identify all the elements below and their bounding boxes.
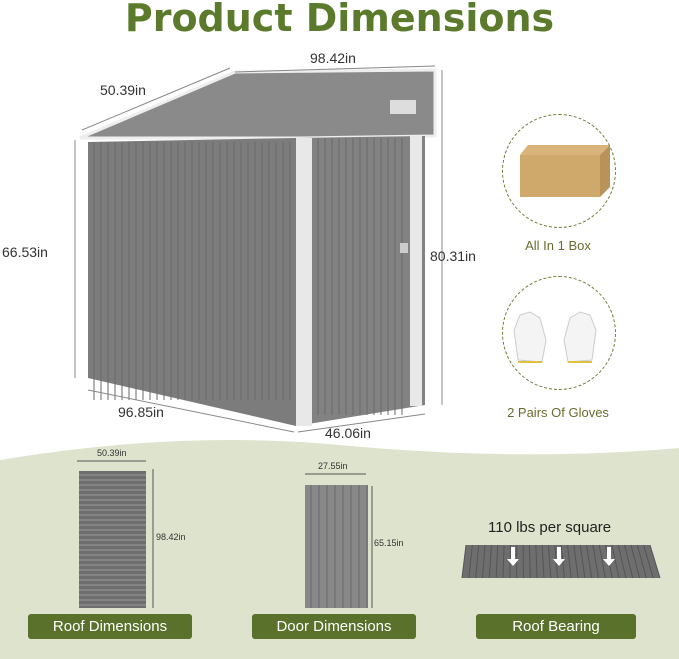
rib bbox=[488, 544, 492, 579]
rib bbox=[481, 544, 486, 579]
rib bbox=[617, 544, 627, 579]
rib bbox=[636, 544, 647, 579]
vent-icon bbox=[390, 100, 416, 114]
rib bbox=[535, 544, 538, 579]
high-height-label: 80.31in bbox=[430, 248, 476, 264]
side-length-label: 96.85in bbox=[118, 404, 164, 420]
roof-depth-label: 50.39in bbox=[100, 82, 146, 98]
roof-panel-width: 50.39in bbox=[97, 448, 127, 458]
rib bbox=[643, 544, 654, 579]
shed-image bbox=[74, 65, 443, 433]
rib bbox=[541, 544, 545, 579]
rib bbox=[624, 544, 634, 579]
roof-panel-image bbox=[77, 460, 154, 608]
front-width-label: 46.06in bbox=[325, 425, 371, 441]
rib bbox=[598, 544, 606, 579]
gloves-circle bbox=[502, 276, 616, 390]
rib bbox=[547, 544, 552, 579]
bearing-text: 110 lbs per square bbox=[488, 519, 612, 536]
rib bbox=[573, 544, 579, 579]
rib bbox=[586, 544, 593, 579]
roof-bearing-image bbox=[461, 544, 661, 579]
page-title: Product Dimensions bbox=[124, 0, 555, 40]
rib bbox=[579, 544, 586, 579]
rib bbox=[592, 544, 600, 579]
arrow-down-icons bbox=[507, 547, 615, 566]
low-height-label: 66.53in bbox=[2, 244, 48, 260]
rib bbox=[528, 544, 531, 579]
door-panel-height: 65.15in bbox=[374, 538, 404, 548]
feature-box-label: All In 1 Box bbox=[525, 238, 591, 253]
rib bbox=[495, 544, 499, 579]
box-circle bbox=[502, 114, 616, 228]
rib bbox=[567, 544, 572, 579]
roof-dimensions-label: Roof Dimensions bbox=[28, 614, 192, 639]
rib bbox=[630, 544, 641, 579]
door-dimensions-label: Door Dimensions bbox=[252, 614, 416, 639]
feature-gloves-label: 2 Pairs Of Gloves bbox=[507, 405, 609, 420]
rib bbox=[468, 544, 473, 579]
rib bbox=[502, 544, 505, 579]
door-panel-width: 27.55in bbox=[318, 461, 348, 471]
rib bbox=[461, 544, 467, 579]
rib bbox=[475, 544, 480, 579]
roof-panel-height: 98.42in bbox=[156, 532, 186, 542]
shed-roof bbox=[80, 70, 435, 138]
door-panel-image bbox=[305, 473, 373, 608]
roof-width-label: 98.42in bbox=[310, 50, 356, 66]
roof-bearing-label: Roof Bearing bbox=[476, 614, 636, 639]
rib bbox=[649, 544, 661, 579]
door-handle-icon bbox=[400, 243, 408, 253]
rib bbox=[611, 544, 620, 579]
